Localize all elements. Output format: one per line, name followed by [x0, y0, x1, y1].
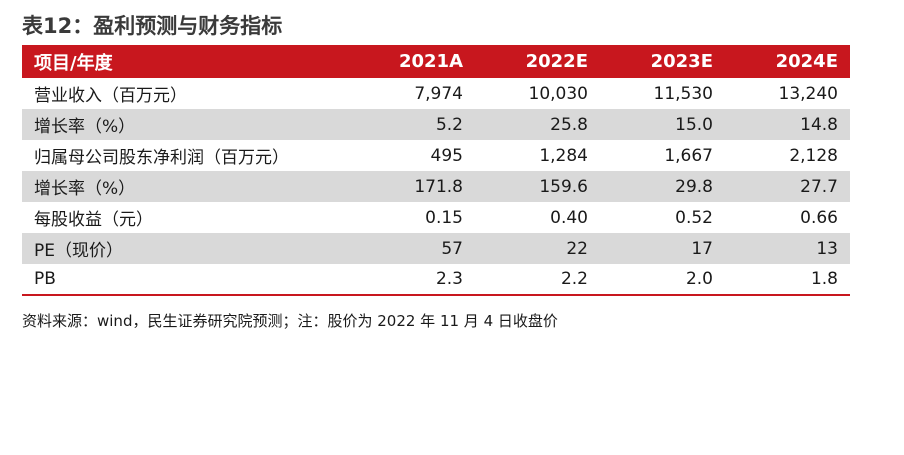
cell-value: 159.6: [539, 176, 588, 197]
header-2021a: 2021A: [398, 51, 463, 72]
table-row: 营业收入（百万元） 7,974 10,030 11,530 13,240: [22, 78, 850, 109]
cell-value: 13: [816, 238, 838, 259]
cell-value: 10,030: [528, 83, 588, 104]
header-2024e: 2024E: [775, 51, 838, 72]
cell-value: 1,284: [539, 145, 588, 166]
cell-value: 29.8: [675, 176, 713, 197]
cell-value: 1.8: [810, 269, 838, 289]
cell-value: 2.3: [435, 269, 463, 289]
row-label: PE（现价）: [34, 241, 123, 261]
table-row: 增长率（%） 5.2 25.8 15.0 14.8: [22, 109, 850, 140]
cell-value: 13,240: [778, 83, 838, 104]
table-header-row: 项目/年度 2021A 2022E 2023E 2024E: [22, 45, 850, 78]
cell-value: 495: [430, 145, 463, 166]
cell-value: 57: [441, 238, 463, 259]
row-label: 增长率（%）: [34, 179, 136, 199]
cell-value: 171.8: [414, 176, 463, 197]
cell-value: 17: [691, 238, 713, 259]
header-2022e: 2022E: [525, 51, 588, 72]
cell-value: 2.0: [685, 269, 713, 289]
cell-value: 14.8: [800, 114, 838, 135]
cell-value: 0.40: [550, 207, 588, 228]
cell-value: 22: [566, 238, 588, 259]
row-label: 每股收益（元）: [34, 210, 153, 230]
cell-value: 11,530: [653, 83, 713, 104]
cell-value: 15.0: [675, 114, 713, 135]
row-label: 营业收入（百万元）: [34, 86, 187, 106]
source-note: 资料来源：wind，民生证券研究院预测；注：股价为 2022 年 11 月 4 …: [22, 312, 558, 330]
header-2023e: 2023E: [650, 51, 713, 72]
cell-value: 2.2: [560, 269, 588, 289]
cell-value: 25.8: [550, 114, 588, 135]
financial-forecast-table: 项目/年度 2021A 2022E 2023E 2024E 营业收入（百万元） …: [22, 45, 850, 296]
table-row: PE（现价） 57 22 17 13: [22, 233, 850, 264]
row-label: PB: [34, 269, 56, 289]
header-item-year: 项目/年度: [34, 52, 113, 74]
cell-value: 0.52: [675, 207, 713, 228]
cell-value: 0.66: [800, 207, 838, 228]
row-label: 增长率（%）: [34, 117, 136, 137]
cell-value: 27.7: [800, 176, 838, 197]
cell-value: 2,128: [789, 145, 838, 166]
cell-value: 5.2: [435, 114, 463, 135]
table-row: PB 2.3 2.2 2.0 1.8: [22, 264, 850, 295]
table-title: 表12：盈利预测与财务指标: [22, 14, 283, 38]
row-label: 归属母公司股东净利润（百万元）: [34, 148, 289, 168]
table-row: 归属母公司股东净利润（百万元） 495 1,284 1,667 2,128: [22, 140, 850, 171]
table-row: 增长率（%） 171.8 159.6 29.8 27.7: [22, 171, 850, 202]
cell-value: 1,667: [664, 145, 713, 166]
table-row: 每股收益（元） 0.15 0.40 0.52 0.66: [22, 202, 850, 233]
cell-value: 7,974: [414, 83, 463, 104]
cell-value: 0.15: [425, 207, 463, 228]
